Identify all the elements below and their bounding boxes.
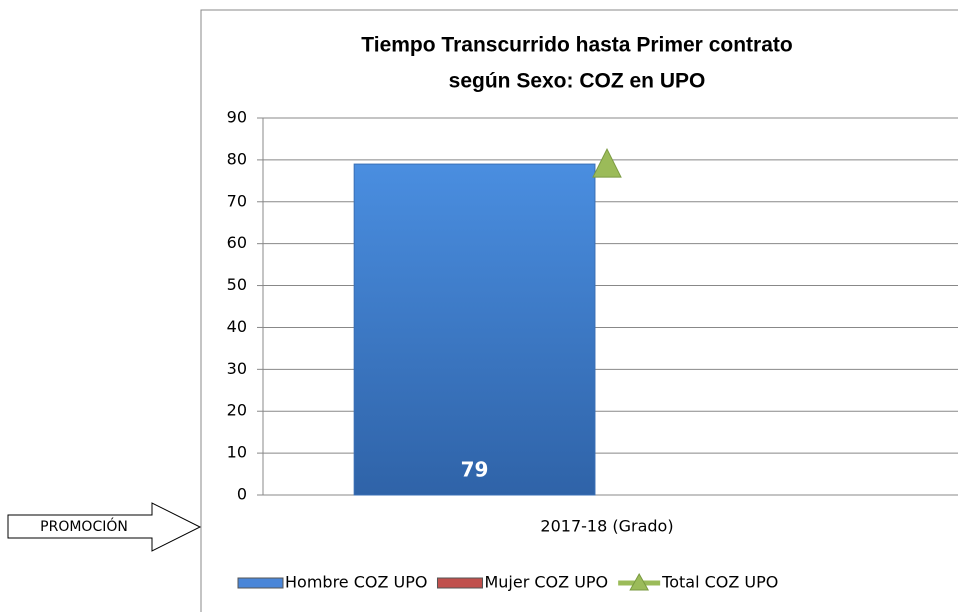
legend-label: Mujer COZ UPO — [484, 573, 608, 592]
y-tick-label: 50 — [227, 275, 247, 294]
legend-swatch — [436, 577, 483, 589]
y-tick-label: 60 — [227, 233, 247, 252]
annotation: PROMOCIÓN — [40, 517, 128, 535]
chart-title: según Sexo: COZ en UPO — [449, 70, 706, 93]
y-tick-label: 10 — [227, 443, 247, 462]
legend-swatch — [237, 577, 284, 589]
y-tick-label: 90 — [227, 108, 247, 127]
bar — [353, 163, 596, 496]
legend-label: Hombre COZ UPO — [285, 573, 427, 592]
line-marker — [592, 147, 622, 178]
y-tick-label: 20 — [227, 401, 247, 420]
y-tick-label: 40 — [227, 317, 247, 336]
y-tick-label: 80 — [227, 149, 247, 168]
y-tick-label: 70 — [227, 191, 247, 210]
x-tick-label: 2017-18 (Grado) — [540, 517, 673, 536]
y-tick-label: 30 — [227, 359, 247, 378]
chart-title: Tiempo Transcurrido hasta Primer contrat… — [361, 34, 792, 57]
y-tick-label: 0 — [237, 485, 247, 504]
annotation-arrow — [7, 502, 202, 552]
legend-label: Total COZ UPO — [661, 573, 778, 592]
data-label: 79 — [461, 458, 489, 482]
legend-swatch — [629, 572, 650, 591]
